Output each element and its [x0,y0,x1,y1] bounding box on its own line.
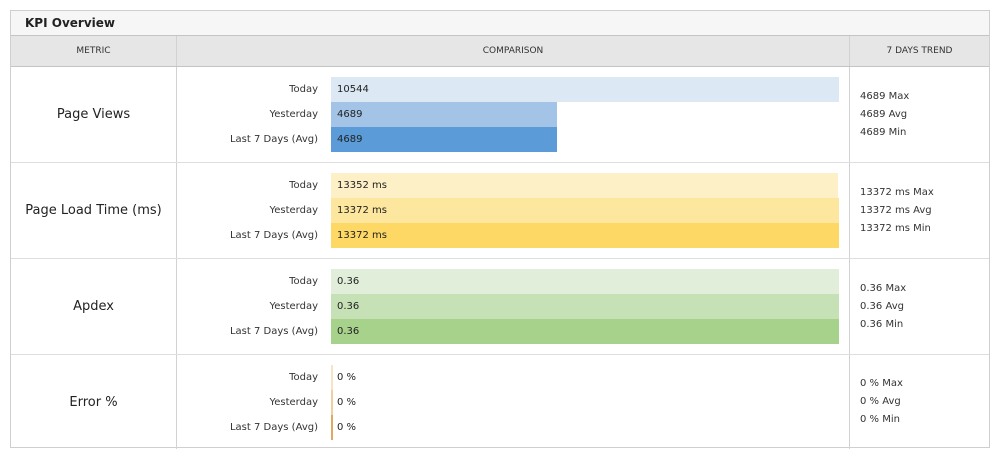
period-label: Today [289,84,318,95]
kpi-overview-panel: KPI Overview METRIC COMPARISON 7 DAYS TR… [10,10,990,449]
header-comparison: COMPARISON [177,36,850,66]
comparison-bar-row: Last 7 Days (Avg) 0 % [177,415,850,440]
comparison-bar-row: Today 10544 [177,77,850,102]
bar-fill [331,173,839,198]
comparison-cell: Today 0.36 Yesterday 0.36 Last 7 Days (Avg) 0… [177,259,850,354]
panel-title: KPI Overview [11,11,989,35]
comparison-cell: Today 13352 ms Yesterday 13372 ms Last 7 Day… [177,163,850,258]
comparison-bar-row: Yesterday 0 % [177,390,850,415]
kpi-rows: Page Views Today 10544 Yesterday 4689 Last 7 … [11,67,989,449]
trend-cell: 13372 ms Max 13372 ms Avg 13372 ms Min [850,163,989,258]
comparison-bar-row: Last 7 Days (Avg) 4689 [177,127,850,152]
bar-track: 0 % [331,415,839,440]
trend-avg: 0.36 Avg [860,300,904,312]
comparison-bar-row: Today 0.36 [177,269,850,294]
trend-max: 13372 ms Max [860,186,934,198]
comparison-cell: Today 0 % Yesterday 0 % Last 7 Days (Avg) 0 % [177,355,850,449]
period-label: Yesterday [269,205,318,216]
bar-fill [331,127,557,152]
trend-avg: 13372 ms Avg [860,204,932,216]
bar-fill [331,365,333,390]
trend-cell: 0.36 Max 0.36 Avg 0.36 Min [850,259,989,354]
bar-track: 0.36 [331,319,839,344]
bar-value: 0.36 [337,301,360,312]
bar-value: 4689 [337,109,363,120]
bar-fill [331,415,333,440]
table-header: METRIC COMPARISON 7 DAYS TREND [11,35,989,67]
bar-track: 10544 [331,77,839,102]
period-label: Today [289,180,318,191]
bar-fill [331,390,333,415]
period-label: Last 7 Days (Avg) [229,326,318,337]
bar-track: 0.36 [331,269,839,294]
bar-fill [331,102,557,127]
trend-min: 0 % Min [860,414,900,425]
trend-min: 0.36 Min [860,318,904,330]
bar-value: 13352 ms [337,180,387,191]
trend-max: 4689 Max [860,90,910,102]
bar-fill [331,294,839,319]
bar-track: 13372 ms [331,198,839,223]
comparison-bar-row: Today 13352 ms [177,173,850,198]
table-row: Error % Today 0 % Yesterday 0 % Last 7 Days (… [11,355,989,449]
bar-fill [331,319,839,344]
comparison-bar-row: Yesterday 4689 [177,102,850,127]
bar-track: 4689 [331,127,839,152]
bar-fill [331,198,839,223]
bar-value: 4689 [337,134,363,145]
bar-value: 13372 ms [337,205,387,216]
comparison-bar-row: Yesterday 13372 ms [177,198,850,223]
header-metric: METRIC [11,36,177,66]
period-label: Yesterday [269,397,318,408]
trend-cell: 0 % Max 0 % Avg 0 % Min [850,355,989,449]
comparison-bar-row: Yesterday 0.36 [177,294,850,319]
trend-avg: 0 % Avg [860,396,901,407]
period-label: Today [289,276,318,287]
trend-cell: 4689 Max 4689 Avg 4689 Min [850,67,989,162]
bar-track: 13372 ms [331,223,839,248]
trend-min: 4689 Min [860,126,907,138]
comparison-cell: Today 10544 Yesterday 4689 Last 7 Days (Avg)… [177,67,850,162]
bar-fill [331,223,839,248]
bar-fill [331,77,839,102]
comparison-bar-row: Today 0 % [177,365,850,390]
bar-value: 0 % [337,422,357,433]
bar-value: 13372 ms [337,230,387,241]
bar-value: 0.36 [337,276,360,287]
bar-track: 0 % [331,390,839,415]
comparison-bar-row: Last 7 Days (Avg) 13372 ms [177,223,850,248]
header-trend: 7 DAYS TREND [886,46,953,56]
bar-value: 0.36 [337,326,360,337]
table-row: Page Views Today 10544 Yesterday 4689 Last 7 … [11,67,989,163]
trend-max: 0.36 Max [860,282,907,294]
metric-name: Page Views [11,67,177,162]
bar-track: 4689 [331,102,839,127]
trend-max: 0 % Max [860,378,903,389]
trend-min: 13372 ms Min [860,222,931,234]
period-label: Last 7 Days (Avg) [229,422,318,433]
comparison-bar-row: Last 7 Days (Avg) 0.36 [177,319,850,344]
trend-avg: 4689 Avg [860,108,908,120]
period-label: Yesterday [269,301,318,312]
period-label: Last 7 Days (Avg) [229,134,318,145]
table-row: Page Load Time (ms) Today 13352 ms Yesterda… [11,163,989,259]
period-label: Yesterday [269,109,318,120]
bar-track: 0.36 [331,294,839,319]
metric-name: Page Load Time (ms) [11,163,177,258]
period-label: Today [289,372,318,383]
bar-value: 0 % [337,397,357,408]
period-label: Last 7 Days (Avg) [229,230,318,241]
bar-track: 0 % [331,365,839,390]
bar-fill [331,269,839,294]
metric-name: Error % [11,355,177,449]
bar-value: 0 % [337,372,357,383]
table-row: Apdex Today 0.36 Yesterday 0.36 Last 7 Days (… [11,259,989,355]
bar-value: 10544 [337,84,369,95]
metric-name: Apdex [11,259,177,354]
bar-track: 13352 ms [331,173,839,198]
